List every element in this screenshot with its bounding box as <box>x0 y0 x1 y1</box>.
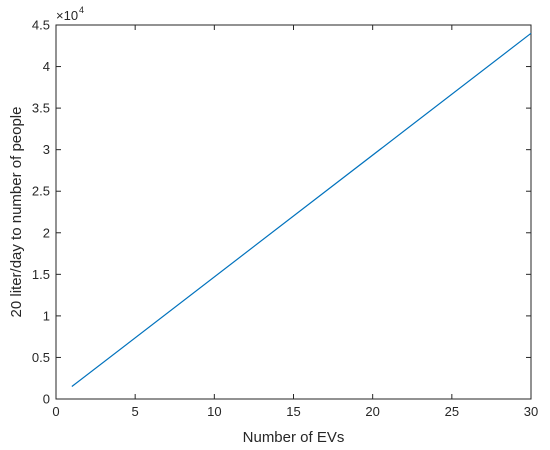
x-tick-label: 0 <box>52 404 59 419</box>
x-tick-label: 5 <box>132 404 139 419</box>
y-tick-label: 2.5 <box>32 184 50 199</box>
x-tick-label: 30 <box>524 404 538 419</box>
y-tick-label: 1 <box>43 308 50 323</box>
y-exponent-power: 4 <box>79 5 84 15</box>
y-tick-label: 3.5 <box>32 101 50 116</box>
y-tick-label: 4 <box>43 59 50 74</box>
data-series <box>71 32 532 388</box>
x-axis-ticks: 0 5 10 15 20 25 30 <box>52 25 538 419</box>
plot-area <box>55 24 532 400</box>
x-axis-label: Number of EVs <box>243 429 345 446</box>
y-axis-ticks: 0 0.5 1 1.5 2 2.5 3 3.5 4 4.5 <box>32 18 531 407</box>
y-tick-label: 2 <box>43 225 50 240</box>
series-line <box>71 32 532 388</box>
y-tick-label: 4.5 <box>32 18 50 33</box>
y-tick-label: 0.5 <box>32 350 50 365</box>
y-exponent-base: ×10 <box>56 8 78 23</box>
x-tick-label: 25 <box>445 404 459 419</box>
x-tick-label: 20 <box>365 404 379 419</box>
y-tick-label: 0 <box>43 392 50 407</box>
x-tick-label: 15 <box>286 404 300 419</box>
x-tick-label: 10 <box>207 404 221 419</box>
y-tick-label: 3 <box>43 142 50 157</box>
y-tick-label: 1.5 <box>32 267 50 282</box>
y-axis-label: 20 liter/day to number of people <box>8 107 25 318</box>
